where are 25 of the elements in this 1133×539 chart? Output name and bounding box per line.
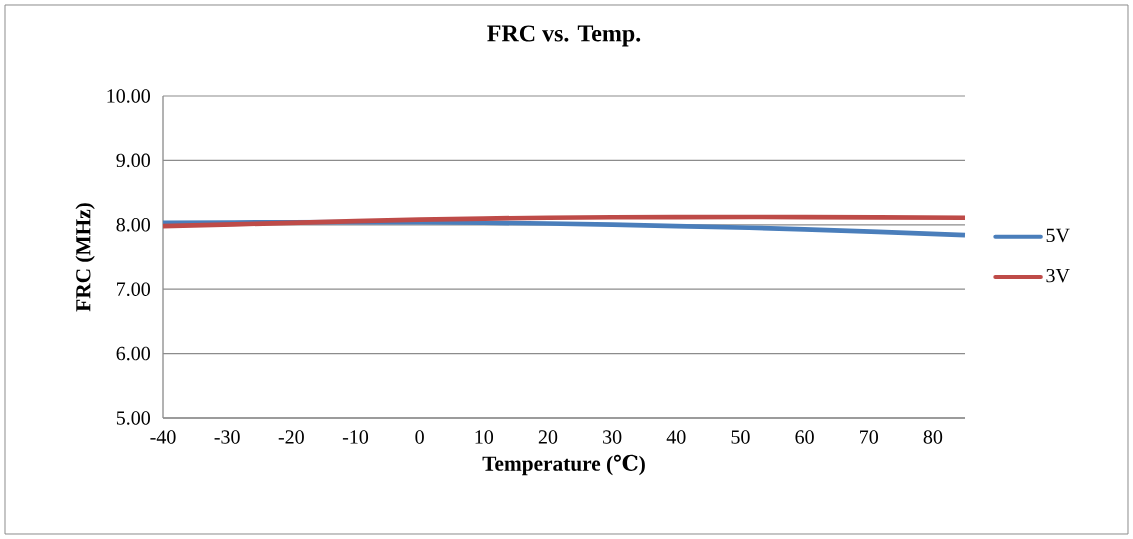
y-tick-label: 10.00: [107, 89, 150, 103]
y-axis-title: FRC (MHz): [75, 203, 95, 312]
x-tick-label: 30: [603, 430, 622, 444]
legend-label: 5V: [1046, 228, 1070, 243]
y-tick-label: 7.00: [117, 282, 150, 296]
y-tick-label: 8.00: [116, 218, 150, 232]
x-axis-title: Temperature (℃): [482, 454, 645, 476]
x-tick-label: 0: [415, 430, 424, 444]
chart-title: FRC vs. Temp.: [487, 25, 641, 47]
x-tick-label: 10: [475, 430, 494, 444]
x-tick-label: -10: [342, 430, 369, 444]
legend-label: 3V: [1046, 268, 1070, 283]
x-tick-label: -20: [278, 430, 304, 444]
y-tick-label: 5.00: [116, 411, 150, 425]
x-tick-label: 60: [795, 430, 814, 444]
y-tick-label: 6.00: [116, 346, 150, 361]
x-tick-label: -40: [150, 430, 176, 444]
x-tick-label: 80: [923, 430, 943, 444]
x-tick-label: -30: [214, 430, 240, 444]
x-tick-label: 50: [731, 430, 750, 444]
x-tick-label: 40: [666, 430, 686, 444]
x-tick-label: 70: [860, 430, 878, 444]
y-tick-label: 9.00: [116, 153, 150, 168]
x-tick-label: 20: [538, 430, 558, 444]
line-series: [160, 214, 968, 229]
